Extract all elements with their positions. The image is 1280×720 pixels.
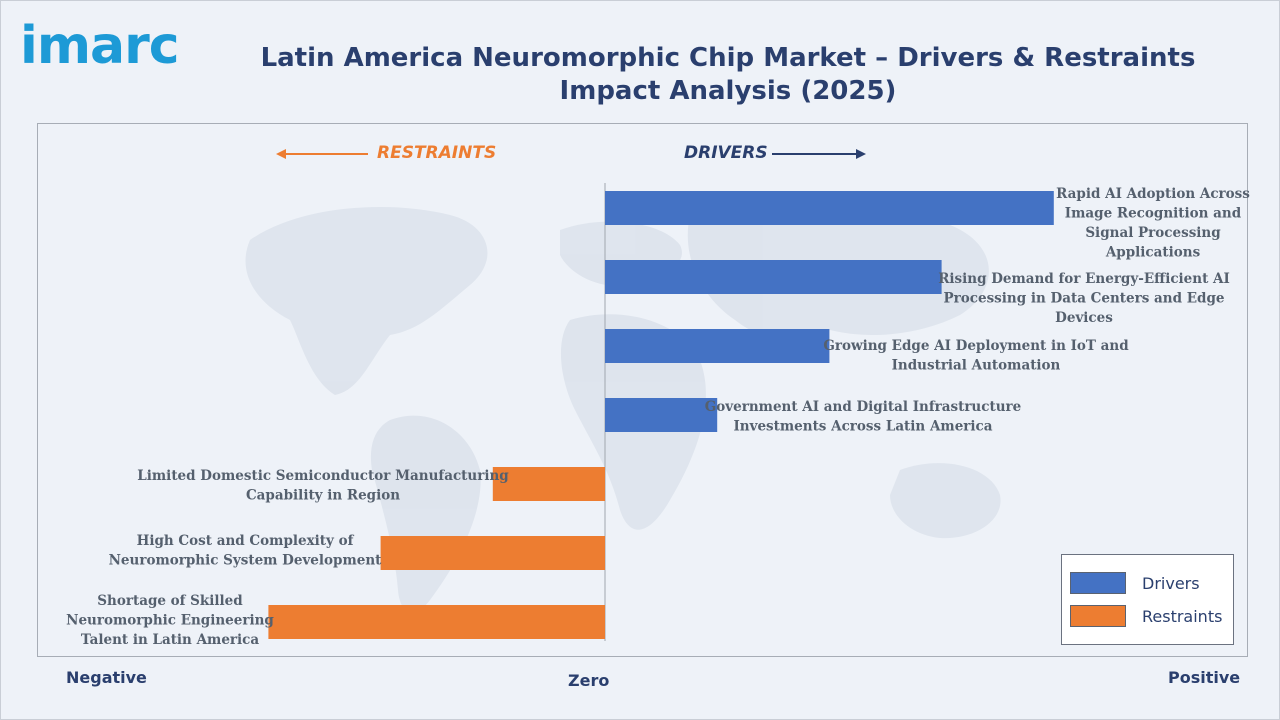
bar-label-1-line-4: Applications [1105, 245, 1201, 261]
bar-label-3-line-2: Industrial Automation [892, 358, 1061, 374]
map-north-america [245, 207, 488, 395]
bar-label-1-line-3: Signal Processing [1085, 225, 1221, 241]
chart-legend: Drivers Restraints [1061, 554, 1234, 645]
bar-label-2-line-1: Rising Demand for Energy-Efficient AI [938, 271, 1230, 287]
bar-label-7: Shortage of Skilled Neuromorphic Engineer… [66, 593, 274, 648]
bar-label-1: Rapid AI Adoption Across Image Recognitio… [1056, 186, 1250, 261]
bar-label-2-line-2: Processing in Data Centers and Edge [944, 291, 1225, 307]
bar-label-5: Limited Domestic Semiconductor Manufactu… [137, 468, 509, 504]
bar-label-6: High Cost and Complexity of Neuromorphic … [109, 533, 383, 569]
plot-area [37, 123, 1248, 657]
restraints-arrow [276, 149, 368, 159]
restraints-direction-label: RESTRAINTS [377, 143, 497, 163]
bars-group [268, 191, 1054, 639]
driver-bar-3 [605, 329, 830, 363]
legend-item-restraints: Restraints [1070, 604, 1222, 628]
axis-label-zero: Zero [568, 671, 610, 690]
bar-label-2: Rising Demand for Energy-Efficient AI Pro… [938, 271, 1230, 326]
restraints-arrow-head [276, 149, 286, 159]
driver-bar-4 [605, 398, 718, 432]
map-south-america [370, 415, 481, 613]
bar-label-7-line-1: Shortage of Skilled [97, 593, 243, 609]
bar-label-1-line-1: Rapid AI Adoption Across [1056, 186, 1250, 202]
bar-label-6-line-1: High Cost and Complexity of [137, 533, 355, 549]
bar-label-3: Growing Edge AI Deployment in IoT and Ind… [823, 338, 1129, 374]
axis-label-negative: Negative [66, 668, 147, 687]
legend-swatch-drivers [1070, 572, 1126, 594]
legend-swatch-restraints [1070, 605, 1126, 627]
bar-label-7-line-2: Neuromorphic Engineering [66, 613, 274, 629]
bar-label-5-line-1: Limited Domestic Semiconductor Manufactu… [137, 468, 509, 484]
chart-title: Latin America Neuromorphic Chip Market –… [260, 43, 1196, 106]
legend-item-drivers: Drivers [1070, 571, 1200, 595]
map-australia [890, 463, 1001, 539]
restraint-bar-7 [268, 605, 605, 639]
bar-label-6-line-2: Neuromorphic System Development [109, 553, 383, 569]
driver-bar-2 [605, 260, 942, 294]
bar-labels-group: Rapid AI Adoption Across Image Recognitio… [66, 186, 1250, 648]
bar-label-4: Government AI and Digital Infrastructure… [705, 399, 1021, 435]
legend-label-drivers: Drivers [1142, 573, 1200, 593]
legend-label-restraints: Restraints [1142, 606, 1223, 626]
bar-label-3-line-1: Growing Edge AI Deployment in IoT and [823, 338, 1129, 354]
drivers-arrow [772, 149, 866, 159]
bar-label-4-line-2: Investments Across Latin America [733, 419, 992, 435]
bar-label-7-line-3: Talent in Latin America [81, 632, 260, 648]
bar-label-1-line-2: Image Recognition and [1065, 206, 1242, 222]
bar-label-5-line-2: Capability in Region [246, 488, 400, 504]
bar-label-2-line-3: Devices [1055, 310, 1113, 326]
restraint-bar-6 [380, 536, 605, 570]
drivers-direction-label: DRIVERS [684, 143, 768, 163]
drivers-arrow-head [856, 149, 866, 159]
driver-bar-1 [605, 191, 1054, 225]
bar-label-4-line-1: Government AI and Digital Infrastructure [705, 399, 1021, 415]
axis-label-positive: Positive [1168, 668, 1241, 687]
imarc-logo: imarc [20, 16, 180, 76]
restraint-bar-5 [492, 467, 605, 501]
